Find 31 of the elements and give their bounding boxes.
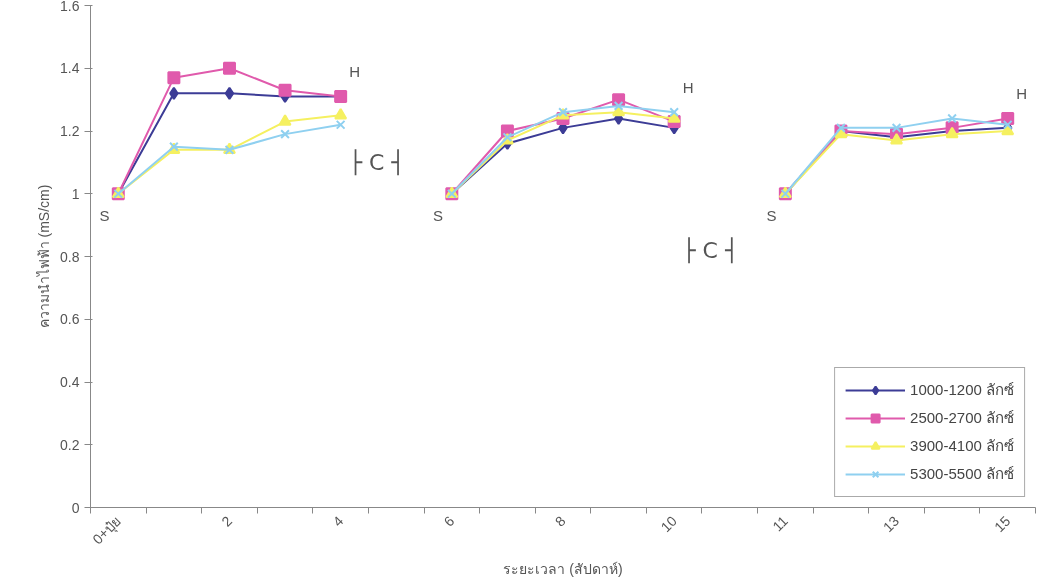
annotation: H	[1016, 84, 1028, 102]
y-tick-label: 0.8	[60, 248, 80, 265]
x-tick-label: 10	[657, 512, 680, 536]
annotation: ├ C ┤	[682, 236, 739, 264]
x-tick-label: 11	[769, 512, 792, 535]
annotation: ├ C ┤	[348, 148, 405, 176]
x-tick-label: 2	[218, 512, 236, 530]
annotation: H	[682, 78, 694, 96]
y-tick-label: 0.2	[60, 436, 80, 453]
y-tick-label: 1.4	[60, 60, 80, 77]
x-tick-label: 4	[329, 512, 347, 530]
y-tick-label: 1.6	[60, 0, 80, 14]
y-axis-title: ความนำไฟฟ้า (mS/cm)	[36, 184, 53, 329]
x-tick-label: 15	[991, 512, 1014, 536]
y-tick-label: 1.2	[60, 123, 80, 139]
legend-label: 5300-5500 ลักซ์	[910, 464, 1014, 484]
x-tick-label: 6	[440, 512, 458, 530]
annotation: S	[432, 207, 443, 225]
y-tick-label: 1	[71, 185, 80, 202]
x-tick-label: 13	[879, 512, 903, 536]
y-tick-label: 0	[71, 499, 80, 516]
annotation: H	[349, 62, 360, 80]
annotation: S	[99, 207, 110, 225]
y-tick-label: 0.6	[60, 311, 80, 328]
x-axis-title: ระยะเวลา (สัปดาห์)	[503, 561, 623, 578]
annotation: S	[766, 207, 777, 225]
legend-label: 3900-4100 ลักซ์	[910, 436, 1014, 456]
legend-label: 2500-2700 ลักซ์	[910, 408, 1014, 428]
legend-label: 1000-1200 ลักซ์	[910, 380, 1014, 400]
y-tick-label: 0.4	[60, 374, 80, 390]
x-tick-label: 8	[551, 512, 569, 530]
